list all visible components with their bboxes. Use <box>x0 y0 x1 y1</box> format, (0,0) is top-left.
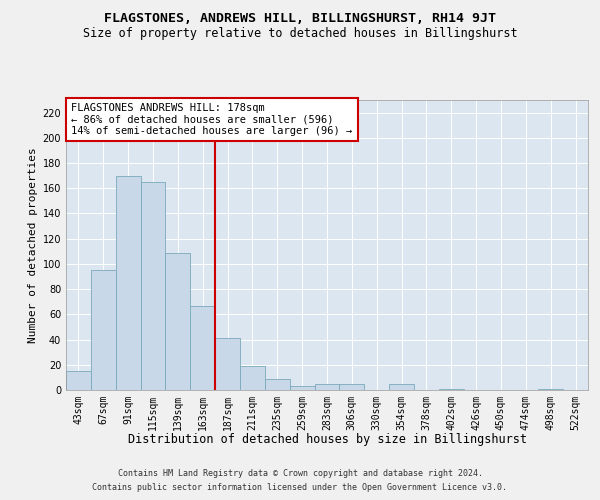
Bar <box>290 386 314 390</box>
Text: Size of property relative to detached houses in Billingshurst: Size of property relative to detached ho… <box>83 28 517 40</box>
Text: FLAGSTONES ANDREWS HILL: 178sqm
← 86% of detached houses are smaller (596)
14% o: FLAGSTONES ANDREWS HILL: 178sqm ← 86% of… <box>71 103 352 136</box>
Bar <box>91 270 116 390</box>
Bar <box>314 384 340 390</box>
Bar <box>215 338 240 390</box>
Bar <box>538 388 563 390</box>
Y-axis label: Number of detached properties: Number of detached properties <box>28 147 38 343</box>
Bar <box>265 378 290 390</box>
Bar <box>240 366 265 390</box>
Text: FLAGSTONES, ANDREWS HILL, BILLINGSHURST, RH14 9JT: FLAGSTONES, ANDREWS HILL, BILLINGSHURST,… <box>104 12 496 26</box>
Text: Contains public sector information licensed under the Open Government Licence v3: Contains public sector information licen… <box>92 484 508 492</box>
Bar <box>439 388 464 390</box>
Bar <box>116 176 140 390</box>
Bar <box>389 384 414 390</box>
Bar <box>340 384 364 390</box>
X-axis label: Distribution of detached houses by size in Billingshurst: Distribution of detached houses by size … <box>128 433 527 446</box>
Bar <box>140 182 166 390</box>
Bar <box>66 371 91 390</box>
Bar <box>190 306 215 390</box>
Bar <box>166 252 190 390</box>
Text: Contains HM Land Registry data © Crown copyright and database right 2024.: Contains HM Land Registry data © Crown c… <box>118 468 482 477</box>
